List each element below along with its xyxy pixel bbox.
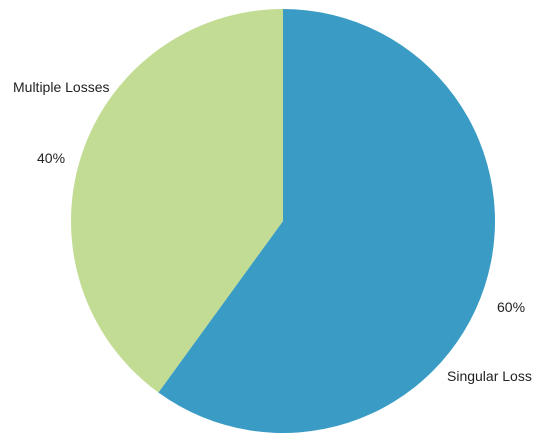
pie-slice-multiple-losses [70, 9, 283, 393]
slice-label-singular-loss: Singular Loss [447, 368, 532, 384]
pie-slices [70, 9, 495, 433]
slice-value-multiple-losses: 40% [37, 150, 65, 166]
slice-value-singular-loss: 60% [497, 299, 525, 315]
pie-slice-singular-loss [158, 9, 495, 433]
slice-label-multiple-losses: Multiple Losses [13, 79, 110, 95]
